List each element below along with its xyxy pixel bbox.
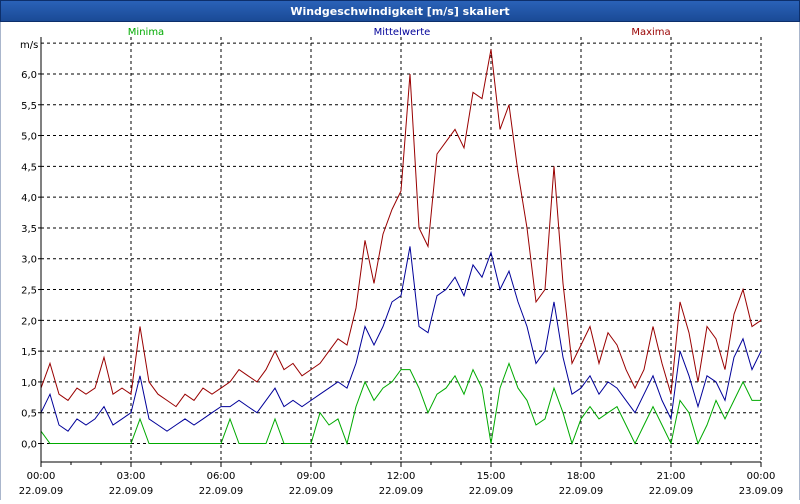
x-tick-date-label: 22.09.09 [199,486,244,497]
y-axis-label: m/s [20,40,38,51]
y-tick-label: 2,5 [21,286,37,297]
y-tick-label: 1,0 [21,378,37,389]
x-tick-time-label: 12:00 [387,471,416,482]
y-tick-label: 5,5 [21,101,37,112]
y-tick-label: 6,0 [21,70,37,81]
y-tick-label: 2,0 [21,316,37,327]
x-tick-time-label: 03:00 [117,471,146,482]
x-tick-date-label: 22.09.09 [289,486,334,497]
y-tick-label: 3,0 [21,255,37,266]
y-tick-label: 4,5 [21,162,37,173]
legend-minima: Minima [128,27,164,38]
x-tick-date-label: 22.09.09 [109,486,154,497]
x-tick-date-label: 23.09.09 [739,486,784,497]
chart-title-bar: Windgeschwindigkeit [m/s] skaliert [0,0,800,22]
y-tick-label: 5,0 [21,132,37,143]
x-tick-date-label: 22.09.09 [559,486,604,497]
x-tick-date-label: 22.09.09 [649,486,694,497]
x-tick-date-label: 22.09.09 [469,486,514,497]
x-tick-time-label: 00:00 [27,471,56,482]
x-tick-time-label: 15:00 [477,471,506,482]
line-chart: m/s Minima Mittelwerte Maxima 0,0 0,5 1,0 1… [19,27,784,497]
x-tick-time-label: 09:00 [297,471,326,482]
x-tick-date-label: 22.09.09 [19,486,64,497]
x-tick-time-label: 00:00 [747,471,776,482]
legend-mittelwerte: Mittelwerte [374,27,431,38]
legend-maxima: Maxima [631,27,670,38]
y-tick-label: 4,0 [21,193,37,204]
y-tick-label: 3,5 [21,224,37,235]
y-tick-label: 0,5 [21,409,37,420]
axes: 0,0 0,5 1,0 1,5 2,0 2,5 3,0 3,5 4,0 4,5 5,0 5,5 6,0 0… [19,37,784,497]
grid [40,37,762,462]
x-tick-date-label: 22.09.09 [379,486,424,497]
y-tick-label: 1,5 [21,347,37,358]
series-line-mittelwerte [40,246,762,432]
x-tick-time-label: 21:00 [657,471,686,482]
x-tick-time-label: 18:00 [567,471,596,482]
y-tick-label: 0,0 [21,440,37,451]
series-group [40,49,762,446]
series-line-minima [40,361,761,446]
x-tick-time-label: 06:00 [207,471,236,482]
chart-area: m/s Minima Mittelwerte Maxima 0,0 0,5 1,0 1… [0,22,800,500]
chart-title: Windgeschwindigkeit [m/s] skaliert [290,4,510,18]
series-line-maxima [40,49,762,408]
